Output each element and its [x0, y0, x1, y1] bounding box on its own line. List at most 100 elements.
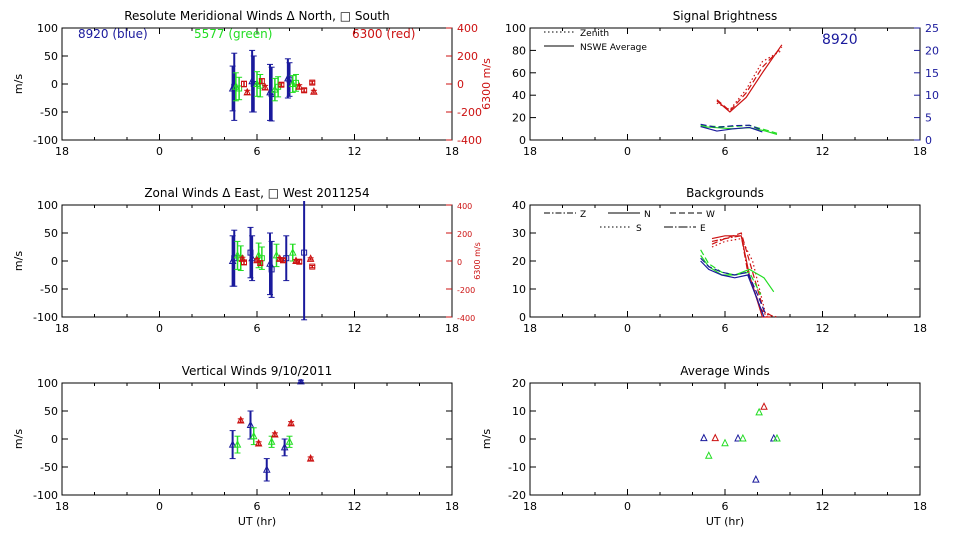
data-point-triangle	[267, 437, 276, 445]
data-point-triangle	[271, 429, 279, 438]
y-tick-label: 100	[505, 22, 526, 35]
y-tick-label: 50	[44, 405, 58, 418]
y-tick-label: 100	[37, 377, 58, 390]
right-y-tick-label: 0	[925, 134, 932, 147]
right-y-tick-label: 400	[457, 22, 478, 35]
x-tick-label: 0	[156, 145, 163, 158]
y-tick-label: 100	[37, 199, 58, 212]
data-point-triangle	[288, 79, 297, 87]
data-point-triangle	[295, 82, 304, 90]
y-axis-label: m/s	[12, 429, 25, 449]
y-tick-label: 80	[512, 44, 526, 57]
data-point-triangle	[773, 433, 781, 442]
y-tick-label: 40	[512, 89, 526, 102]
data-point-square	[309, 79, 316, 86]
data-point-triangle	[238, 254, 247, 262]
meridional-panel: Resolute Meridional Winds Δ North, □ Sou…	[12, 9, 493, 158]
color-key-label: 5577 (green)	[194, 27, 272, 41]
series-line	[711, 232, 775, 318]
y-tick-label: -10	[508, 461, 526, 474]
series-line	[700, 249, 762, 295]
legend-label: Z	[580, 210, 586, 220]
average-panel: Average Winds 18 0 6 12 18 20 10 0 -10 -20 m/s UT (h…	[480, 364, 927, 528]
y-tick-label: -50	[40, 461, 58, 474]
right-y-axis-label: 6300 m/s	[473, 242, 482, 280]
y-tick-label: 100	[37, 22, 58, 35]
data-point-triangle	[704, 451, 713, 459]
y-tick-label: 0	[51, 433, 58, 446]
data-point-square	[309, 263, 316, 270]
wavelength-annotation: 8920	[822, 32, 858, 48]
x-tick-label: 0	[624, 322, 631, 335]
series-line	[716, 46, 783, 112]
right-y-tick-label: 10	[925, 89, 939, 102]
data-point-square	[236, 85, 243, 92]
series-line	[711, 237, 778, 318]
right-y-tick-label: 400	[457, 202, 472, 211]
legend-label: S	[636, 224, 642, 234]
x-tick-label: 18	[445, 145, 459, 158]
x-tick-label: 12	[348, 322, 362, 335]
backgrounds-frame	[529, 204, 921, 318]
y-tick-label: 0	[51, 78, 58, 91]
x-axis-label: UT (hr)	[238, 515, 276, 528]
data-point-triangle	[306, 254, 315, 262]
data-point-triangle	[310, 87, 318, 95]
vertical-panel: Vertical Winds 9/10/2011 18 0 6 12 18 100 50 0 -5…	[12, 364, 459, 528]
data-point-square	[301, 87, 308, 94]
data-point-triangle	[248, 253, 256, 262]
x-tick-label: 6	[254, 500, 261, 513]
zonal-data	[228, 201, 316, 321]
backgrounds-data	[700, 232, 778, 318]
x-tick-label: 18	[523, 322, 537, 335]
right-y-tick-label: 5	[925, 112, 932, 125]
data-point-triangle	[262, 465, 271, 473]
right-y-tick-label: 15	[925, 67, 939, 80]
legend-label: W	[706, 210, 715, 220]
legend-label: Zenith	[580, 29, 609, 39]
data-point-triangle	[254, 438, 263, 447]
x-tick-label: 6	[254, 322, 261, 335]
x-tick-label: 18	[913, 145, 927, 158]
y-tick-label: 20	[512, 255, 526, 268]
data-point-triangle	[721, 438, 729, 447]
series-line	[700, 260, 765, 318]
x-tick-label: 18	[55, 500, 69, 513]
series-line	[700, 257, 767, 315]
data-point-square	[278, 81, 285, 88]
data-point-triangle	[272, 250, 281, 259]
x-tick-label: 12	[816, 322, 830, 335]
x-tick-label: 6	[722, 500, 729, 513]
y-tick-label: -50	[40, 283, 58, 296]
x-tick-label: 6	[722, 145, 729, 158]
data-point-triangle	[285, 437, 294, 445]
x-tick-label: 6	[722, 322, 729, 335]
data-point-triangle	[249, 431, 258, 440]
data-point-triangle	[246, 420, 255, 428]
x-tick-label: 18	[913, 322, 927, 335]
data-point-square	[257, 260, 264, 267]
data-point-triangle	[760, 402, 768, 410]
data-point-triangle	[700, 433, 708, 442]
right-y-tick-label: -200	[457, 106, 482, 119]
right-y-tick-label: 25	[925, 22, 939, 35]
data-point-triangle	[243, 87, 252, 96]
x-tick-label: 0	[156, 500, 163, 513]
meridional-data	[228, 49, 318, 122]
x-tick-label: 18	[55, 322, 69, 335]
brightness-data	[700, 44, 783, 135]
series-line	[716, 44, 783, 113]
data-point-triangle	[288, 247, 297, 256]
x-axis-label: UT (hr)	[706, 515, 744, 528]
y-tick-label: -100	[33, 489, 58, 502]
x-tick-label: 0	[624, 500, 631, 513]
right-y-tick-label: 0	[457, 258, 462, 267]
x-tick-label: 0	[156, 322, 163, 335]
y-tick-label: 0	[519, 134, 526, 147]
data-point-triangle	[752, 474, 760, 483]
x-tick-label: 18	[913, 500, 927, 513]
x-tick-label: 0	[624, 145, 631, 158]
data-point-triangle	[734, 433, 742, 442]
y-tick-label: 40	[512, 199, 526, 212]
